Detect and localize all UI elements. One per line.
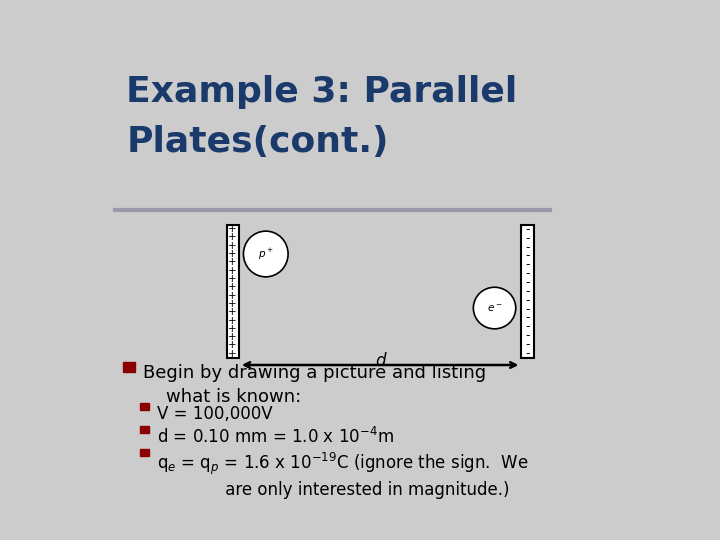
Text: -: - [526, 312, 531, 325]
Text: -: - [526, 240, 531, 254]
Text: d: d [375, 353, 385, 370]
Text: -: - [526, 329, 531, 342]
Text: -: - [526, 285, 531, 298]
Bar [140, 426, 148, 433]
Text: -: - [526, 258, 531, 271]
Text: -: - [526, 302, 531, 316]
Text: +: + [228, 224, 237, 234]
Bar [140, 449, 148, 456]
Text: Begin by drawing a picture and listing
    what is known:: Begin by drawing a picture and listing w… [143, 364, 486, 406]
Text: d = 0.10 mm = 1.0 x 10$^{-4}$m: d = 0.10 mm = 1.0 x 10$^{-4}$m [157, 427, 394, 448]
Bar [521, 225, 534, 358]
Ellipse shape [473, 287, 516, 329]
Text: -: - [526, 320, 531, 333]
Text: +: + [228, 340, 237, 350]
Text: V = 100,000V: V = 100,000V [157, 404, 273, 422]
Text: +: + [228, 249, 237, 259]
Text: -: - [526, 232, 531, 245]
Ellipse shape [243, 231, 288, 277]
Text: Plates(cont.): Plates(cont.) [126, 125, 389, 159]
Text: +: + [228, 324, 237, 334]
Text: -: - [526, 249, 531, 262]
Text: -: - [526, 338, 531, 351]
Text: $p^+$: $p^+$ [258, 246, 274, 261]
Text: -: - [526, 294, 531, 307]
Text: +: + [228, 282, 237, 292]
Text: -: - [526, 347, 531, 360]
Text: +: + [228, 291, 237, 301]
Text: +: + [228, 232, 237, 242]
Text: -: - [526, 223, 531, 236]
Text: +: + [228, 274, 237, 284]
Bar [227, 225, 239, 358]
Bar [140, 403, 148, 410]
Text: -: - [526, 267, 531, 280]
Text: -: - [526, 276, 531, 289]
Text: +: + [228, 307, 237, 317]
Text: +: + [228, 315, 237, 326]
Text: +: + [228, 332, 237, 342]
Text: Example 3: Parallel: Example 3: Parallel [126, 75, 518, 109]
Text: +: + [228, 257, 237, 267]
Bar [124, 362, 135, 373]
Text: q$_e$ = q$_p$ = 1.6 x 10$^{-19}$C (ignore the sign.  We
             are only in: q$_e$ = q$_p$ = 1.6 x 10$^{-19}$C (ignor… [157, 450, 528, 499]
Text: +: + [228, 266, 237, 275]
Text: +: + [228, 299, 237, 309]
Text: +: + [228, 241, 237, 251]
Text: $e^-$: $e^-$ [487, 302, 503, 314]
Text: +: + [228, 349, 237, 359]
